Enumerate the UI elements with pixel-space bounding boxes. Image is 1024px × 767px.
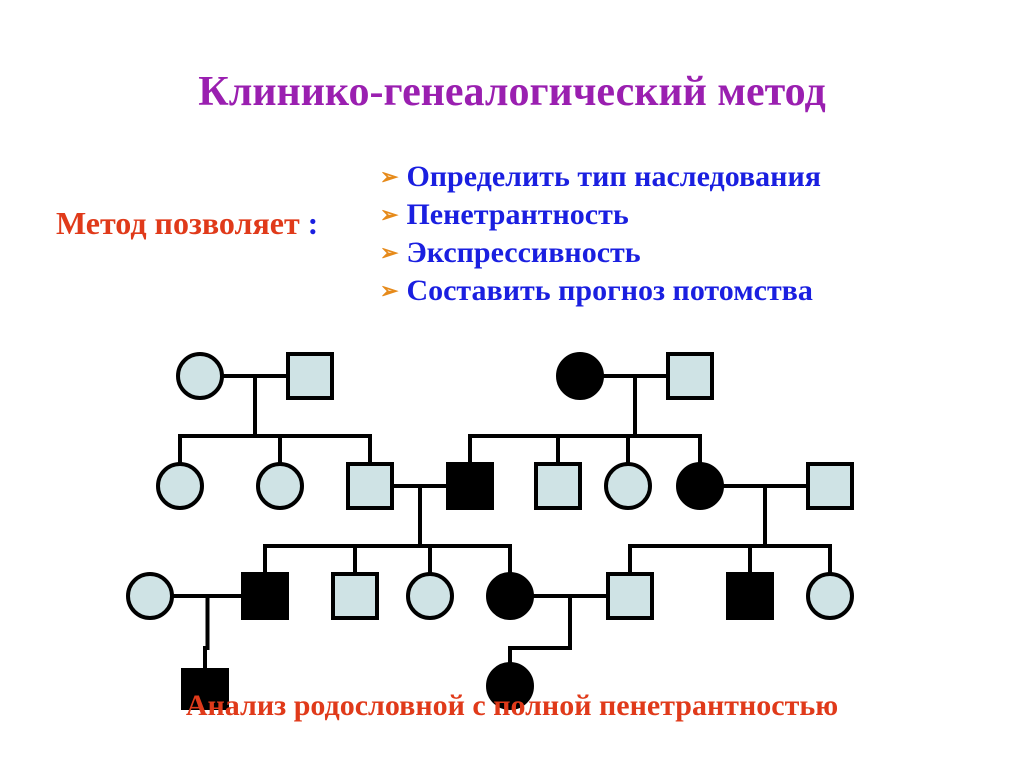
title-text: Клинико-генеалогический метод <box>198 69 825 115</box>
page-title: Клинико-генеалогический метод <box>0 68 1024 116</box>
pedigree-chart <box>110 340 910 710</box>
chevron-right-icon: ➢ <box>380 162 398 192</box>
chevron-right-icon: ➢ <box>380 276 398 306</box>
bullet-text: Составить прогноз потомства <box>406 274 812 308</box>
bullet-item: ➢ Пенетрантность <box>380 198 821 232</box>
bullet-item: ➢ Экспрессивность <box>380 236 821 270</box>
bullet-text: Экспрессивность <box>406 236 640 270</box>
bullet-item: ➢ Определить тип наследования <box>380 160 821 194</box>
bullet-text: Определить тип наследования <box>406 160 821 194</box>
bullet-text: Пенетрантность <box>406 198 628 232</box>
chevron-right-icon: ➢ <box>380 200 398 230</box>
subtitle-main: Метод позволяет <box>56 205 300 241</box>
footer-text: Анализ родословной с полной пенетрантнос… <box>186 689 838 722</box>
bullet-list: ➢ Определить тип наследования ➢ Пенетран… <box>380 160 821 312</box>
subtitle-colon: : <box>300 205 319 241</box>
subtitle: Метод позволяет : <box>56 205 318 242</box>
bullet-item: ➢ Составить прогноз потомства <box>380 274 821 308</box>
chevron-right-icon: ➢ <box>380 238 398 268</box>
footer-caption: Анализ родословной с полной пенетрантнос… <box>0 689 1024 723</box>
